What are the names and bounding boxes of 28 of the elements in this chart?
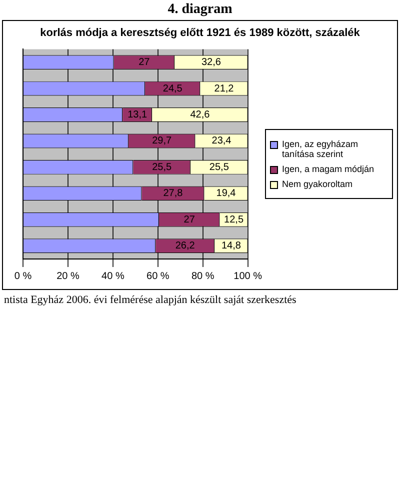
data-label: 29,7 bbox=[152, 136, 172, 147]
data-label: 14,8 bbox=[221, 240, 242, 252]
legend-label: Igen, az egyházam tanítása szerint bbox=[282, 139, 360, 159]
chart-title: korlás módja a keresztség előtt 1921 és 1989 között, százalék bbox=[39, 26, 361, 39]
data-label: 25,5 bbox=[209, 162, 230, 173]
text: 4. diagram bbox=[166, 2, 234, 19]
data-label: 24,5 bbox=[162, 83, 183, 94]
data-label: 27 bbox=[138, 57, 150, 68]
x-tick-label: 80 % bbox=[191, 270, 214, 282]
data-label: 13,1 bbox=[128, 110, 148, 121]
data-label: 26,2 bbox=[175, 240, 196, 252]
data-label: 42,6 bbox=[190, 110, 210, 121]
legend-label: Nem gyakoroltam bbox=[282, 179, 353, 189]
data-label: 27 bbox=[184, 214, 196, 226]
data-label: 12,5 bbox=[224, 214, 244, 226]
data-label: 23,4 bbox=[212, 136, 232, 147]
text: ntista Egyház 2006. évi felmérése alapján készült saját szerkesztés bbox=[4, 294, 298, 306]
x-tick-label: 40 % bbox=[102, 270, 124, 282]
data-label: 25,5 bbox=[152, 162, 172, 173]
data-label: 27,8 bbox=[163, 188, 184, 200]
x-tick-label: 60 % bbox=[146, 270, 170, 282]
x-tick-label: 100 % bbox=[234, 270, 262, 282]
legend-label: Igen, a magam módján bbox=[282, 164, 374, 174]
x-tick-label: 0 % bbox=[14, 270, 32, 282]
data-label: 21,2 bbox=[214, 83, 234, 94]
data-label: 32,6 bbox=[201, 57, 222, 68]
data-label: 19,4 bbox=[216, 188, 236, 200]
x-tick-label: 20 % bbox=[56, 270, 80, 282]
